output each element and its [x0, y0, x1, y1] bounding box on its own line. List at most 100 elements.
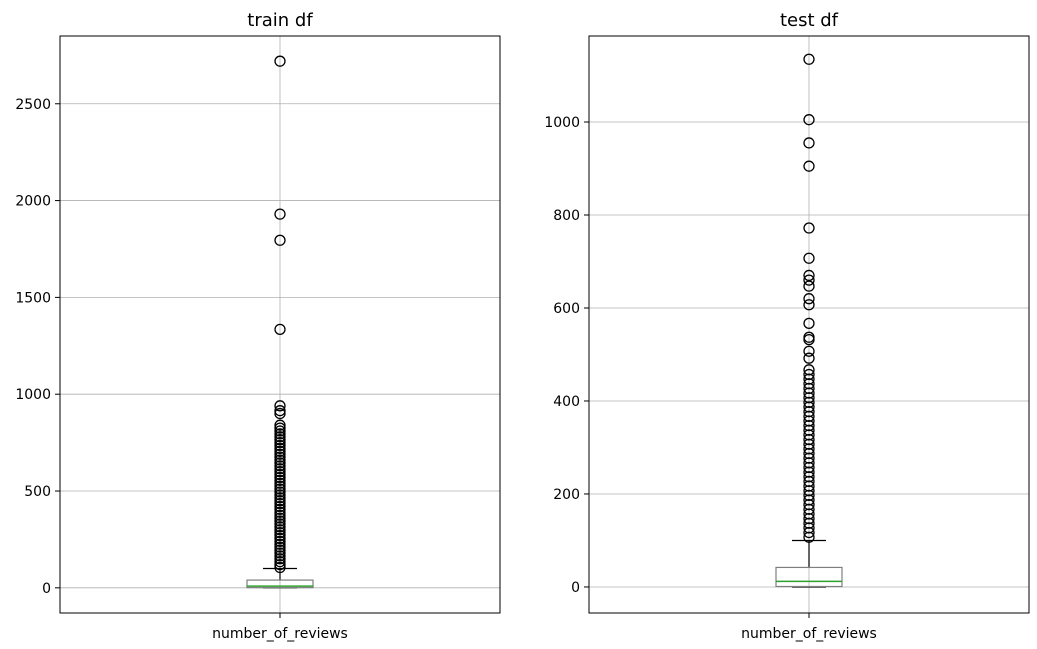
outlier-point	[274, 448, 286, 460]
outlier-point	[274, 553, 286, 565]
outlier-point	[274, 436, 286, 449]
y-tick-label: 600	[553, 301, 580, 317]
outlier-point	[803, 489, 815, 502]
outlier-point	[803, 429, 815, 441]
outlier-point	[803, 438, 815, 450]
outlier-point	[274, 434, 286, 446]
outlier-point	[274, 471, 286, 484]
outlier-point	[803, 269, 815, 282]
outlier-point	[274, 442, 286, 455]
outlier-point	[803, 317, 815, 329]
outlier-point	[803, 503, 815, 515]
outlier-point	[274, 422, 286, 434]
outlier-point	[803, 114, 815, 126]
outlier-point	[274, 407, 286, 420]
outlier-point	[803, 252, 815, 264]
iqr-box	[246, 579, 314, 589]
outlier-point	[803, 345, 815, 357]
outlier-point	[274, 477, 286, 489]
outlier-point	[803, 53, 815, 65]
chart-title: test df	[780, 10, 839, 31]
outlier-point	[274, 460, 286, 472]
outlier-point	[274, 515, 286, 527]
outlier-point	[803, 280, 815, 292]
outlier-point	[274, 466, 286, 478]
outlier-point	[274, 486, 286, 498]
outlier-point	[803, 475, 815, 488]
outlier-point	[803, 352, 815, 364]
outlier-point	[274, 489, 286, 501]
outlier-point	[803, 466, 815, 478]
chart-panel-1: 0 500 1000 1500 2000 2500 number_of_reviews tra…	[15, 10, 501, 642]
outlier-point	[803, 452, 815, 464]
outlier-point	[803, 512, 815, 525]
y-tick-label: 1000	[15, 387, 51, 403]
y-tick-label: 2500	[15, 97, 51, 113]
outlier-point	[803, 333, 815, 346]
outlier-point	[274, 558, 286, 571]
outlier-point	[274, 483, 286, 495]
outlier-point	[274, 474, 286, 487]
outlier-point	[274, 55, 286, 67]
outlier-point	[274, 500, 286, 513]
outlier-point	[803, 419, 815, 432]
outlier-point	[274, 451, 286, 463]
outlier-point	[274, 454, 286, 466]
outlier-point	[274, 428, 286, 440]
y-tick-label: 200	[553, 487, 580, 503]
outlier-point	[274, 535, 286, 548]
outlier-point	[803, 364, 815, 376]
outlier-point	[274, 234, 286, 246]
outlier-point	[274, 556, 286, 568]
outlier-point	[803, 368, 815, 381]
outlier-point	[803, 378, 815, 390]
outlier-point	[803, 461, 815, 474]
outlier-point	[803, 373, 815, 385]
outlier-point	[274, 506, 286, 518]
outlier-point	[803, 522, 815, 534]
outlier-point	[274, 457, 286, 469]
outlier-point	[274, 495, 286, 507]
outlier-point	[274, 492, 286, 504]
outlier-point	[803, 447, 815, 460]
chart-title: train df	[247, 10, 313, 31]
outlier-point	[274, 480, 286, 492]
x-tick-label: number_of_reviews	[741, 626, 877, 642]
outlier-point	[803, 410, 815, 422]
outlier-point	[803, 160, 815, 172]
outlier-point	[274, 529, 286, 542]
outlier-point	[803, 299, 815, 311]
y-tick-label: 0	[571, 580, 580, 596]
outlier-point	[803, 517, 815, 529]
x-tick-label: number_of_reviews	[212, 626, 348, 642]
y-tick-label: 1000	[544, 115, 580, 131]
outlier-point	[274, 509, 286, 521]
outlier-point	[274, 431, 286, 443]
outlier-point	[803, 406, 815, 418]
outlier-point	[274, 439, 286, 452]
outlier-point	[803, 526, 815, 539]
outlier-point	[803, 382, 815, 395]
y-tick-label: 500	[24, 484, 51, 500]
y-tick-label: 2000	[15, 194, 51, 210]
iqr-box	[775, 566, 843, 588]
outlier-point	[803, 443, 815, 455]
outlier-point	[803, 396, 815, 409]
outlier-point	[274, 521, 286, 533]
outlier-point	[274, 541, 286, 553]
outlier-point	[803, 499, 815, 511]
outlier-point	[803, 401, 815, 413]
outlier-point	[274, 518, 286, 530]
outlier-point	[274, 561, 286, 574]
outlier-point	[803, 415, 815, 427]
outlier-point	[274, 463, 286, 475]
y-tick-label: 1500	[15, 290, 51, 306]
outlier-point	[274, 544, 286, 556]
outlier-point	[274, 524, 286, 536]
outlier-point	[274, 547, 286, 559]
outlier-point	[803, 387, 815, 399]
outlier-point	[274, 425, 286, 437]
outlier-point	[274, 468, 286, 481]
